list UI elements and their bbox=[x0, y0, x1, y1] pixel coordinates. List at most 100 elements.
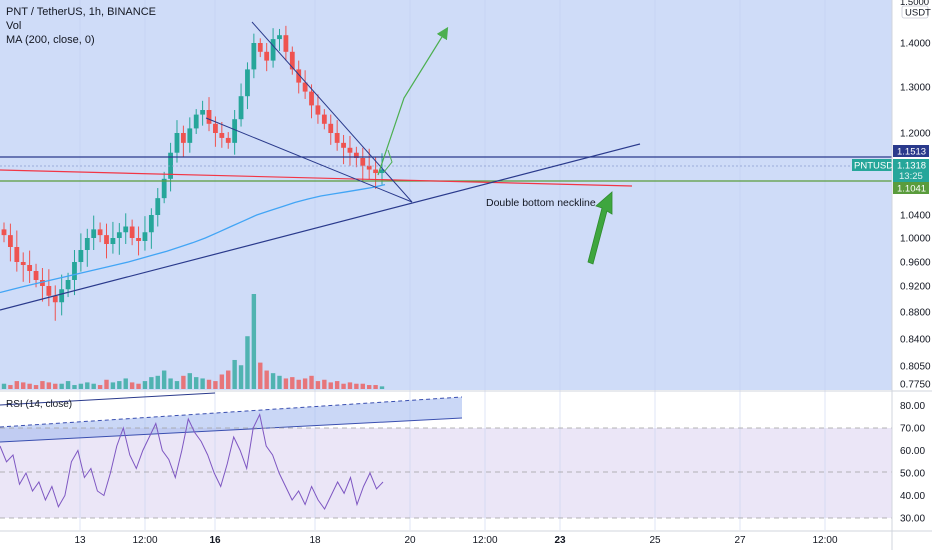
time-axis-label: 23 bbox=[554, 535, 566, 546]
candle-body bbox=[366, 165, 372, 170]
price-axis-label: 1.4000 bbox=[900, 39, 931, 50]
price-axis-label: 0.8050 bbox=[900, 362, 931, 373]
candle-body bbox=[206, 110, 212, 124]
volume-bar bbox=[366, 385, 372, 389]
support-price-badge-bg bbox=[893, 182, 929, 194]
volume-bar bbox=[97, 385, 103, 389]
volume-legend[interactable]: Vol bbox=[6, 20, 22, 32]
symbol-legend[interactable]: PNT / TetherUS, 1h, BINANCE bbox=[6, 6, 156, 18]
rsi-line bbox=[0, 412, 384, 510]
rsi-axis-label: 80.00 bbox=[900, 401, 925, 412]
volume-bar bbox=[104, 379, 109, 389]
candle-body bbox=[296, 69, 302, 83]
volume-bar bbox=[213, 381, 218, 389]
candle-body bbox=[353, 152, 359, 158]
volume-bar bbox=[149, 377, 154, 389]
price-axis-label: 1.0400 bbox=[900, 211, 931, 222]
time-axis-label: 27 bbox=[734, 535, 746, 546]
ticker-badge-bg bbox=[852, 159, 892, 171]
ascending-trendline[interactable] bbox=[0, 143, 641, 311]
time-axis-label: 16 bbox=[209, 535, 221, 546]
neckline-line[interactable] bbox=[0, 169, 633, 187]
price-axis-label: 0.9200 bbox=[900, 282, 931, 293]
volume-bar bbox=[258, 362, 263, 389]
candle-body bbox=[78, 250, 84, 262]
candle-body bbox=[315, 105, 321, 115]
candle-body bbox=[14, 247, 20, 262]
volume-bar bbox=[238, 365, 244, 389]
rsi-axis-label: 60.00 bbox=[900, 446, 925, 457]
volume-bar bbox=[354, 383, 359, 389]
rsi-axis-label: 50.00 bbox=[900, 469, 925, 480]
candle-body bbox=[283, 35, 289, 52]
bullish-arrow-icon[interactable] bbox=[587, 191, 613, 265]
volume-bar bbox=[270, 373, 276, 389]
candle-body bbox=[46, 286, 52, 296]
candle-body bbox=[187, 128, 193, 143]
rsi-legend[interactable]: RSI (14, close) bbox=[6, 399, 73, 410]
volume-bar bbox=[65, 381, 71, 389]
volume-bar bbox=[277, 375, 282, 389]
ma-legend[interactable]: MA (200, close, 0) bbox=[6, 34, 95, 46]
rsi-axis-label: 30.00 bbox=[900, 514, 925, 525]
rsi-trend-channel[interactable] bbox=[0, 397, 462, 442]
volume-bar bbox=[341, 383, 346, 389]
candle-body bbox=[373, 169, 378, 174]
volume-bar bbox=[59, 383, 64, 389]
volume-bar bbox=[117, 381, 122, 389]
resistance-price-badge-bg bbox=[893, 145, 929, 157]
candle-body bbox=[136, 238, 141, 241]
volume-bar bbox=[53, 383, 58, 389]
candle-body bbox=[193, 114, 199, 129]
volume-bar bbox=[129, 382, 135, 389]
volume-bar bbox=[161, 370, 167, 389]
volume-bar bbox=[232, 359, 237, 389]
volume-bar bbox=[21, 382, 26, 389]
candle-body bbox=[257, 43, 263, 52]
neckline-annotation: Double bottom neckline bbox=[486, 197, 596, 209]
volume-bar bbox=[187, 373, 192, 389]
price-axis-label: 0.9600 bbox=[900, 258, 931, 269]
candle-body bbox=[8, 235, 13, 247]
volume-bar bbox=[334, 381, 340, 389]
price-axis-label: 1.0000 bbox=[900, 234, 931, 245]
candle-body bbox=[302, 82, 308, 92]
volume-bar bbox=[296, 379, 301, 389]
rsi-channel-top bbox=[0, 396, 463, 428]
last-price-badge: 1.1318 bbox=[897, 161, 926, 172]
candle-body bbox=[334, 133, 340, 143]
candle-body bbox=[309, 91, 314, 106]
candle-body bbox=[129, 226, 135, 238]
candle-body bbox=[59, 289, 65, 303]
volume-bar bbox=[142, 381, 148, 389]
candle-body bbox=[20, 262, 26, 265]
price-pane-background bbox=[0, 0, 892, 390]
rsi-band bbox=[0, 428, 892, 518]
volume-bar bbox=[181, 375, 186, 389]
time-axis-label: 25 bbox=[649, 535, 661, 546]
candle-body bbox=[321, 114, 327, 124]
volume-bar bbox=[347, 382, 353, 389]
candle-body bbox=[91, 229, 97, 238]
volume-bar bbox=[200, 378, 205, 389]
volume-bar bbox=[264, 370, 269, 389]
volume-bar bbox=[8, 385, 13, 389]
candle-body bbox=[161, 178, 167, 199]
candle-body bbox=[65, 280, 71, 290]
candle-body bbox=[238, 96, 244, 120]
volume-bar bbox=[245, 336, 250, 389]
time-axis-label: 18 bbox=[309, 535, 321, 546]
ma200-line bbox=[0, 183, 386, 294]
candle-body bbox=[289, 51, 295, 70]
volume-bar bbox=[206, 379, 212, 389]
candle-body bbox=[104, 235, 109, 244]
volume-bar bbox=[290, 377, 295, 389]
wedge-upper-line[interactable] bbox=[251, 21, 413, 203]
candle-body bbox=[174, 133, 180, 153]
currency-tag-box[interactable] bbox=[901, 5, 929, 19]
volume-bar bbox=[1, 383, 7, 389]
projection-path[interactable] bbox=[377, 26, 449, 176]
candle-body bbox=[1, 229, 7, 236]
wedge-lower-line[interactable] bbox=[205, 117, 413, 203]
